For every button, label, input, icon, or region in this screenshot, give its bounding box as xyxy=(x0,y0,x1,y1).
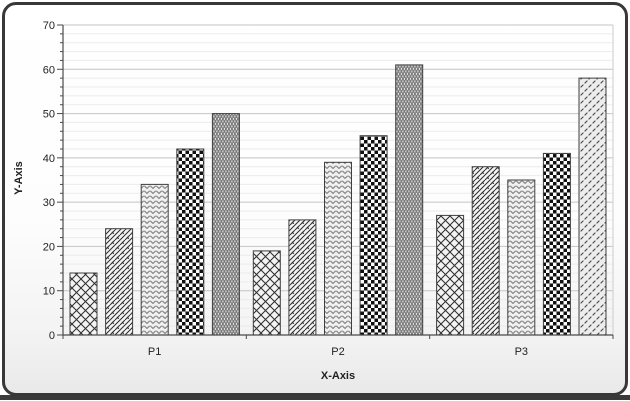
category-label: P3 xyxy=(515,346,528,358)
bar-dotted-grid-P3 xyxy=(578,77,607,336)
y-tick-label: 50 xyxy=(43,109,55,121)
bars-group xyxy=(69,64,607,336)
y-tick-labels: 0 10 20 30 40 50 60 70 xyxy=(43,20,55,342)
axes-group xyxy=(62,25,613,336)
bar-diamond-crosshatch-P3 xyxy=(436,214,465,336)
bar-zigzag-chevron-P2 xyxy=(324,161,352,336)
bar-checkerboard-P3 xyxy=(542,152,571,336)
tick-marks xyxy=(57,24,614,339)
bar-dotted-grid-P1 xyxy=(211,113,240,336)
bar-dotted-grid-P2 xyxy=(395,64,424,336)
bottom-edge-strip xyxy=(0,395,630,400)
y-tick-label: 60 xyxy=(43,64,55,76)
bar-zigzag-chevron-P3 xyxy=(507,179,536,336)
y-tick-label: 0 xyxy=(49,330,55,342)
bar-checkerboard-P2 xyxy=(359,135,388,336)
bar-zigzag-chevron-P1 xyxy=(140,183,169,336)
category-label: P1 xyxy=(148,346,161,358)
category-labels: P1 P2 P3 xyxy=(148,346,528,358)
y-tick-label: 40 xyxy=(43,153,55,165)
x-axis-title: X-Axis xyxy=(321,370,355,382)
bar-shingle-weave-P1 xyxy=(105,228,134,336)
bar-shingle-weave-P3 xyxy=(471,166,500,336)
category-label: P2 xyxy=(331,346,344,358)
y-tick-label: 70 xyxy=(43,20,55,32)
bar-diamond-crosshatch-P2 xyxy=(252,250,281,336)
y-tick-label: 10 xyxy=(43,286,55,298)
bar-shingle-weave-P2 xyxy=(288,219,317,336)
y-tick-label: 20 xyxy=(43,241,55,253)
bar-checkerboard-P1 xyxy=(176,148,205,336)
y-axis-title: Y-Axis xyxy=(13,161,25,195)
y-tick-label: 30 xyxy=(43,197,55,209)
bar-diamond-crosshatch-P1 xyxy=(69,272,98,336)
